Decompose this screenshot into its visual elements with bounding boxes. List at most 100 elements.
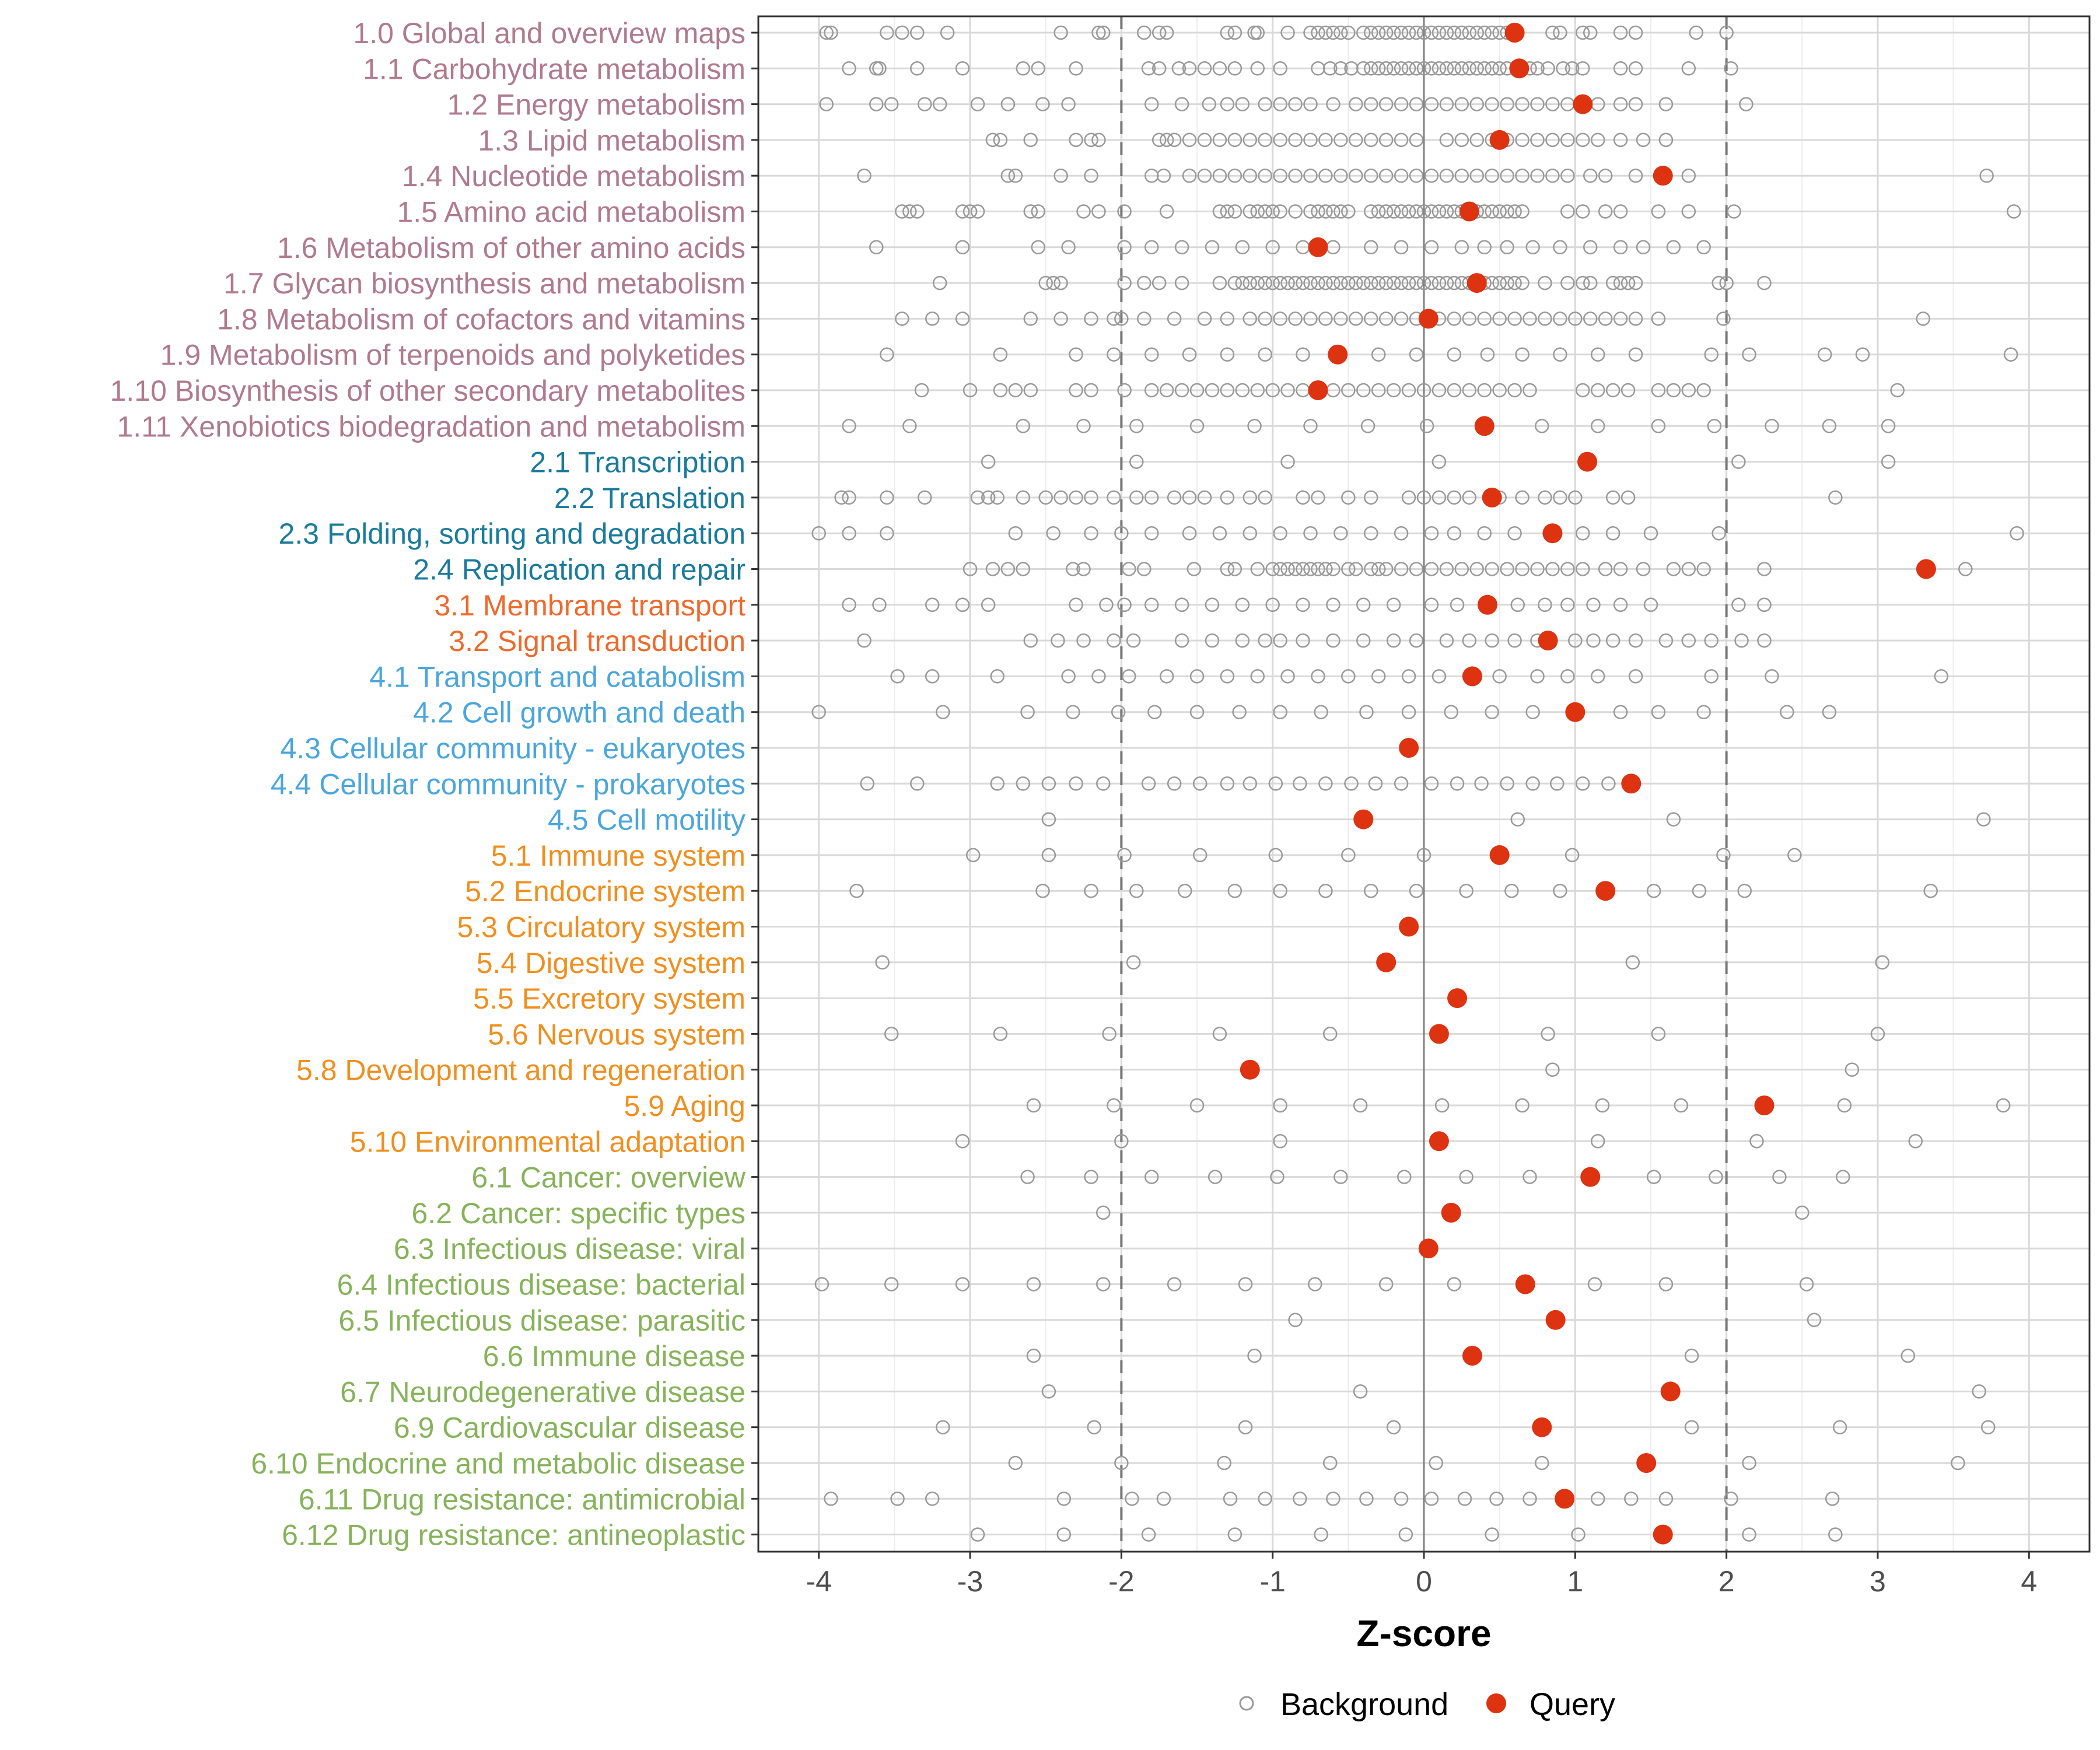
background-point bbox=[1489, 1492, 1504, 1506]
background-point bbox=[1401, 25, 1416, 40]
background-point bbox=[1363, 61, 1378, 76]
background-point bbox=[1023, 204, 1038, 219]
background-point bbox=[1167, 132, 1182, 148]
background-point bbox=[1500, 776, 1514, 791]
background-point bbox=[1424, 597, 1439, 612]
background-point bbox=[1646, 1170, 1661, 1184]
background-point bbox=[1334, 312, 1348, 326]
background-point bbox=[1469, 562, 1485, 576]
background-point bbox=[1613, 61, 1628, 76]
background-point bbox=[1167, 312, 1182, 326]
x-axis-ticks: -4 -3 -2 -1 0 1 2 3 4 bbox=[806, 1552, 2037, 1598]
background-point bbox=[1111, 705, 1126, 719]
background-point bbox=[1409, 883, 1424, 898]
background-point bbox=[1061, 240, 1076, 255]
background-point bbox=[1628, 312, 1643, 326]
background-point bbox=[936, 1420, 950, 1434]
category-label: 1.5 Amino acid metabolism bbox=[397, 196, 746, 229]
background-point bbox=[1424, 776, 1439, 791]
background-point bbox=[1250, 275, 1265, 290]
background-point bbox=[880, 25, 894, 40]
background-point bbox=[1054, 275, 1068, 290]
background-point bbox=[1454, 97, 1469, 111]
background-point bbox=[1981, 1420, 1996, 1434]
background-point bbox=[1270, 1170, 1284, 1184]
background-point bbox=[1560, 275, 1575, 290]
background-point bbox=[1500, 168, 1514, 183]
background-point bbox=[1051, 633, 1065, 648]
background-point bbox=[1212, 132, 1227, 148]
background-point bbox=[1159, 383, 1174, 398]
background-point bbox=[910, 25, 925, 40]
query-point bbox=[1308, 380, 1328, 400]
background-point bbox=[2010, 526, 2024, 541]
background-point bbox=[1303, 25, 1318, 40]
background-point bbox=[1696, 240, 1711, 255]
background-point bbox=[1515, 97, 1530, 111]
background-point bbox=[1560, 204, 1575, 219]
background-point bbox=[890, 669, 905, 684]
background-point bbox=[1724, 1492, 1738, 1506]
background-point bbox=[1485, 633, 1499, 648]
background-point bbox=[1326, 25, 1340, 40]
background-point bbox=[1674, 1098, 1689, 1113]
background-point bbox=[1613, 25, 1628, 40]
background-point bbox=[1716, 312, 1731, 326]
background-point bbox=[1349, 275, 1363, 290]
background-point bbox=[1576, 25, 1590, 40]
background-point bbox=[1212, 275, 1227, 290]
background-point bbox=[1530, 132, 1545, 148]
background-point bbox=[1280, 454, 1295, 469]
background-point bbox=[1477, 526, 1492, 541]
background-point bbox=[1469, 132, 1485, 148]
background-point bbox=[811, 526, 826, 541]
background-point bbox=[1232, 705, 1247, 719]
query-point bbox=[1621, 774, 1642, 794]
background-point bbox=[1293, 1492, 1307, 1506]
background-point bbox=[1515, 168, 1530, 183]
background-point bbox=[1576, 275, 1590, 290]
background-point bbox=[1477, 25, 1492, 40]
background-point bbox=[1681, 562, 1696, 576]
background-point bbox=[990, 490, 1005, 505]
background-point bbox=[1712, 275, 1726, 290]
background-point bbox=[1447, 275, 1462, 290]
background-point bbox=[1020, 1170, 1035, 1184]
background-point bbox=[1587, 1277, 1602, 1292]
x-tick-label: -4 bbox=[806, 1565, 831, 1598]
background-point bbox=[1658, 97, 1674, 111]
background-point bbox=[1223, 1492, 1238, 1506]
background-point bbox=[1807, 1312, 1822, 1328]
background-point bbox=[1280, 669, 1295, 684]
query-point bbox=[1308, 237, 1328, 257]
category-label: 5.3 Circulatory system bbox=[457, 911, 746, 944]
background-point bbox=[1349, 168, 1363, 183]
background-point bbox=[884, 97, 899, 111]
background-point bbox=[1394, 132, 1409, 148]
background-point bbox=[1462, 25, 1477, 40]
background-point bbox=[1651, 705, 1666, 719]
background-point bbox=[1318, 204, 1333, 219]
background-point bbox=[1416, 25, 1432, 40]
background-point bbox=[1568, 312, 1583, 326]
background-point bbox=[1492, 312, 1507, 326]
category-label: 1.3 Lipid metabolism bbox=[478, 124, 746, 157]
background-point bbox=[1341, 562, 1356, 576]
background-point bbox=[1235, 97, 1250, 111]
background-point bbox=[1091, 669, 1106, 684]
background-point bbox=[1371, 383, 1386, 398]
background-point bbox=[1258, 204, 1272, 219]
background-point bbox=[1326, 275, 1340, 290]
background-point bbox=[1401, 705, 1416, 719]
background-point bbox=[1220, 347, 1235, 362]
background-point bbox=[1510, 812, 1525, 827]
background-point bbox=[1114, 1455, 1129, 1471]
background-point bbox=[1447, 61, 1462, 76]
background-point bbox=[1394, 61, 1409, 76]
background-point bbox=[1590, 347, 1605, 362]
background-point bbox=[1416, 848, 1432, 863]
background-point bbox=[1394, 25, 1409, 40]
background-point bbox=[1144, 526, 1159, 541]
background-point bbox=[884, 1277, 899, 1292]
